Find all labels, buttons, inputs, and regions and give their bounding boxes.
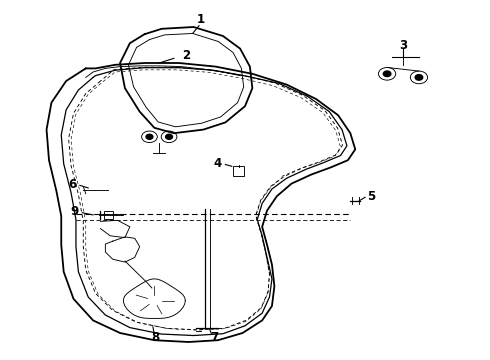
Text: 8: 8: [152, 331, 160, 344]
Circle shape: [166, 134, 172, 139]
FancyBboxPatch shape: [233, 166, 244, 176]
Text: 3: 3: [399, 39, 407, 51]
Text: 1: 1: [197, 13, 205, 26]
Text: 7: 7: [211, 331, 219, 344]
Text: 4: 4: [214, 157, 222, 170]
Text: 9: 9: [71, 205, 78, 218]
Text: 5: 5: [368, 190, 375, 203]
FancyBboxPatch shape: [104, 211, 113, 219]
Circle shape: [146, 134, 153, 139]
Circle shape: [415, 75, 423, 80]
Circle shape: [383, 71, 391, 77]
Text: 6: 6: [69, 178, 76, 191]
Text: 2: 2: [182, 49, 190, 62]
